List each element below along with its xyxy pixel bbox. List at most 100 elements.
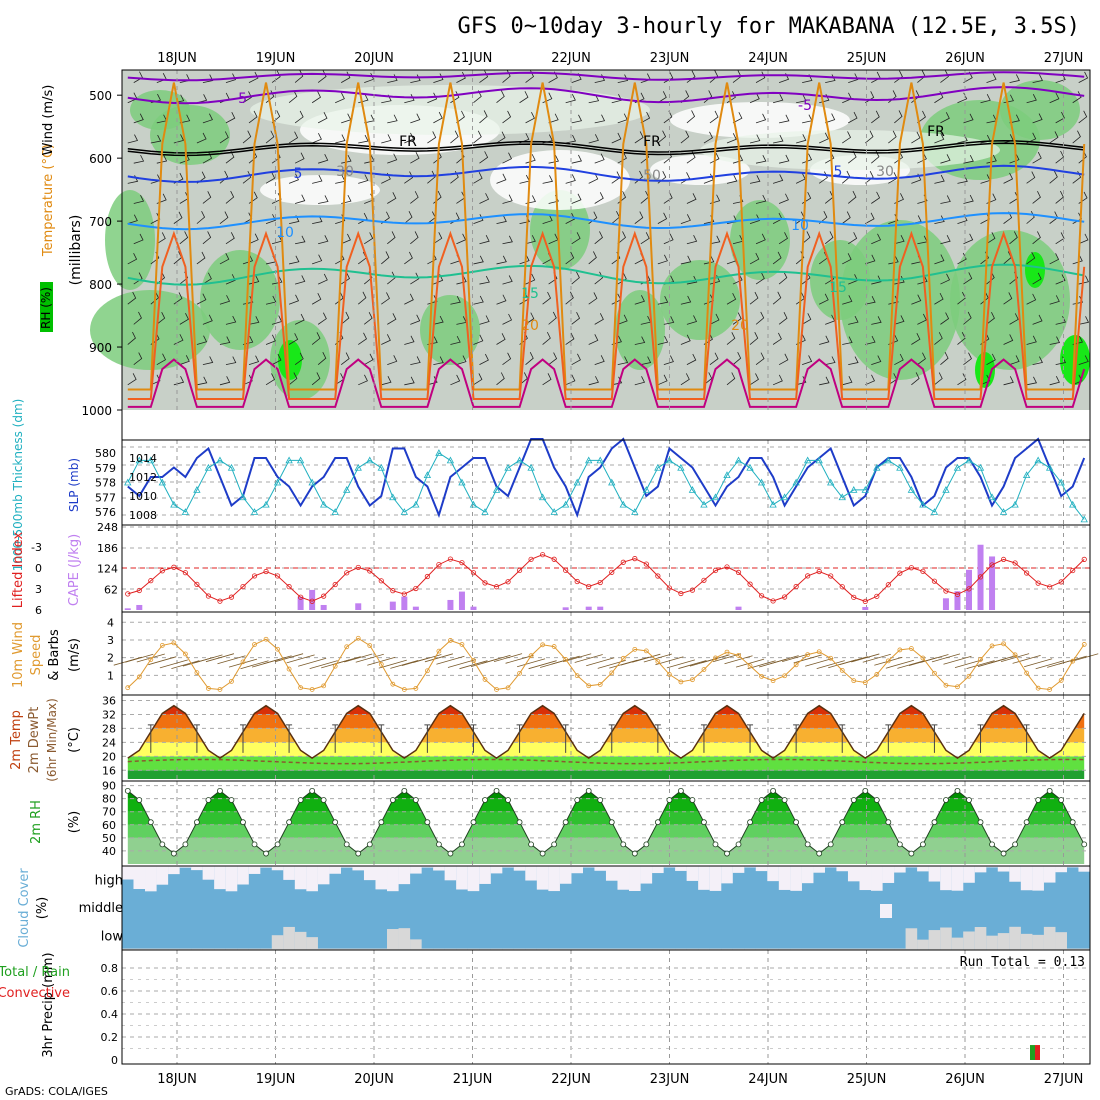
wind-barb xyxy=(963,194,974,204)
wind-barb xyxy=(911,372,920,386)
wind-barb xyxy=(404,132,414,144)
high-cloud-gap xyxy=(398,866,411,885)
low-cloud-gap xyxy=(248,948,261,950)
thickness-point xyxy=(135,456,143,464)
wind-barb xyxy=(617,74,629,83)
high-cloud-gap xyxy=(974,866,987,873)
wind-barb xyxy=(755,311,765,325)
wind-barb xyxy=(1032,113,1043,124)
wind-speed-point xyxy=(551,644,557,649)
wind-barb xyxy=(565,374,576,386)
surface-wind-barb xyxy=(528,660,557,670)
wind-barb xyxy=(479,315,490,325)
wind-barb xyxy=(358,332,367,345)
lifted-index-point xyxy=(251,573,258,579)
wind-barb xyxy=(571,193,582,204)
rh-dry-area xyxy=(650,155,750,185)
low-cloud-gap xyxy=(306,937,318,950)
wind-barb xyxy=(502,352,512,365)
contour-label: 20 xyxy=(731,318,749,334)
thickness-point xyxy=(124,478,132,486)
wind-barb xyxy=(571,312,581,325)
cape-bar xyxy=(954,591,961,610)
surface-wind-barb xyxy=(217,655,246,665)
high-cloud-gap xyxy=(571,866,583,874)
contour-label: 30 xyxy=(876,164,894,180)
surface-wind-barb xyxy=(1058,655,1087,665)
wind-barb xyxy=(410,272,420,285)
rh-point xyxy=(551,841,558,848)
lifted-index-point xyxy=(274,573,281,579)
wind-barb xyxy=(364,232,374,245)
thickness-point xyxy=(965,456,973,464)
wind-barb xyxy=(219,295,231,305)
low-cloud-gap xyxy=(963,931,975,950)
rh-band xyxy=(127,824,1085,838)
wind-barb xyxy=(179,313,189,325)
wind-barb xyxy=(496,294,507,305)
bottom-date-label: 20JUN xyxy=(354,1072,394,1087)
rh-point xyxy=(136,797,143,803)
contour-freezing-2 xyxy=(127,142,1085,157)
top-date-label: 24JUN xyxy=(748,51,788,66)
top-date-label: 25JUN xyxy=(847,51,887,66)
wind-barb xyxy=(317,273,328,285)
top-date-label: 23JUN xyxy=(650,51,690,66)
wind-barb xyxy=(542,214,553,225)
surface-wind-barb xyxy=(482,654,511,664)
wind-barb xyxy=(865,91,875,104)
surface-wind-barb xyxy=(390,660,419,669)
high-cloud-gap xyxy=(582,866,595,868)
high-cloud-gap xyxy=(559,866,572,884)
wind-barb xyxy=(617,314,628,325)
wind-barb xyxy=(865,374,876,386)
wind-speed-point xyxy=(390,681,396,687)
low-cloud-gap xyxy=(594,948,607,950)
wind-barb xyxy=(732,112,743,124)
wind-barb xyxy=(640,232,650,245)
temp-tick-label: 32 xyxy=(102,708,116,721)
thickness-point xyxy=(873,463,881,471)
wind-barb xyxy=(657,296,669,305)
lifted-index-point xyxy=(805,573,811,579)
wind-barb xyxy=(917,352,926,365)
low-cloud-gap xyxy=(997,933,1010,950)
wind-barb xyxy=(825,113,836,124)
low-cloud-gap xyxy=(640,948,653,950)
wind-barb xyxy=(755,352,765,365)
surface-wind-barb xyxy=(586,657,615,667)
surface-wind-barb xyxy=(666,659,696,669)
thickness-point xyxy=(585,456,593,464)
wind-barb xyxy=(410,356,421,366)
bottom-date-label: 19JUN xyxy=(256,1072,296,1087)
wind-barb xyxy=(525,352,534,365)
wind-barb xyxy=(657,212,668,224)
contour-label: 5 xyxy=(834,164,843,180)
thickness-point xyxy=(1011,500,1019,508)
wind-barb xyxy=(934,254,945,265)
wind-barb xyxy=(801,313,812,325)
wind-barb xyxy=(433,111,443,124)
wind-barb xyxy=(1032,272,1042,285)
high-cloud-gap xyxy=(145,866,157,892)
surface-wind-barb xyxy=(805,657,834,667)
lifted-index-point xyxy=(689,587,696,593)
total-rain-legend-label: Total / Rain xyxy=(0,965,70,980)
wind-barb xyxy=(1009,231,1018,245)
high-cloud-gap xyxy=(225,866,238,892)
high-cloud-gap xyxy=(744,866,756,868)
high-cloud-gap xyxy=(721,866,733,884)
wind-barb xyxy=(502,69,511,83)
wind-barb xyxy=(150,374,161,386)
wind-barb xyxy=(542,373,552,386)
wind-barb xyxy=(940,70,949,83)
wind-barb xyxy=(819,376,830,386)
wind-barb xyxy=(294,152,305,164)
wind-frame xyxy=(121,611,1091,696)
low-cloud-gap xyxy=(1066,948,1079,950)
cape-bar xyxy=(124,608,131,610)
slp-tick-label: 1008 xyxy=(129,509,157,522)
contour-label: FR xyxy=(927,124,945,140)
high-cloud-gap xyxy=(1020,866,1033,891)
wind-barb xyxy=(1049,131,1059,144)
